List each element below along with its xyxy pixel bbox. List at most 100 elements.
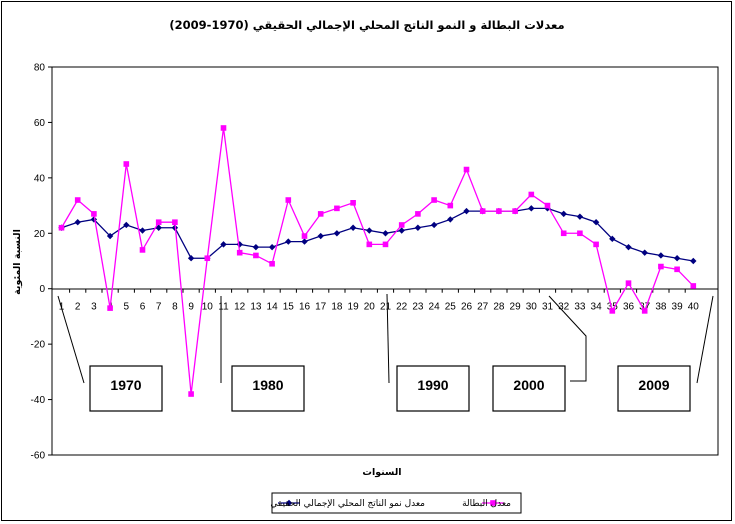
x-tick-label: 15 <box>283 302 295 313</box>
data-point <box>398 222 405 228</box>
annotation-label: 2009 <box>638 377 669 393</box>
chart-title: معدلات البطالة و النمو الناتج المحلي الإ… <box>169 18 564 33</box>
data-point <box>301 238 308 245</box>
data-point <box>334 205 340 212</box>
x-tick-label: 2 <box>75 302 81 313</box>
x-tick-label: 35 <box>607 302 619 313</box>
x-tick-label: 10 <box>202 302 214 313</box>
data-point <box>576 213 584 220</box>
x-tick-label: 12 <box>234 302 246 313</box>
data-point <box>139 247 146 253</box>
x-tick-label: 14 <box>267 302 279 313</box>
data-point <box>592 219 600 226</box>
data-point <box>236 241 243 248</box>
annotation-label: 1980 <box>252 377 283 393</box>
data-point <box>690 257 697 265</box>
x-tick-label: 31 <box>542 302 554 313</box>
x-tick-label: 16 <box>299 302 311 313</box>
data-point <box>204 255 211 262</box>
plot-area <box>51 66 719 456</box>
data-point <box>430 221 438 229</box>
data-point <box>317 211 324 217</box>
x-tick-label: 27 <box>477 302 489 313</box>
legend-box <box>271 492 522 514</box>
data-point <box>349 224 357 231</box>
data-point <box>123 221 130 229</box>
x-tick-label: 36 <box>623 302 635 313</box>
data-point <box>269 260 275 267</box>
x-tick-label: 18 <box>331 302 343 313</box>
data-point <box>107 305 113 311</box>
data-point <box>106 232 114 240</box>
data-point <box>496 208 502 214</box>
x-tick-label: 22 <box>396 302 408 313</box>
data-point <box>657 252 665 259</box>
data-point <box>609 308 616 314</box>
x-tick-label: 33 <box>574 302 586 313</box>
data-point <box>366 241 373 248</box>
series-line <box>61 207 694 262</box>
data-point <box>188 391 194 397</box>
x-tick-label: 40 <box>688 302 700 313</box>
legend: معدل نمو الناتج المحلي الإجمالي الحقيقي م… <box>270 492 522 514</box>
y-tick-label: 60 <box>34 118 46 129</box>
data-point <box>333 230 341 237</box>
annotation-label: 1990 <box>417 377 448 393</box>
data-point <box>366 227 373 234</box>
annotation-box <box>396 365 470 412</box>
x-tick-label: 19 <box>348 302 360 313</box>
y-tick-label: 0 <box>39 284 45 295</box>
data-point <box>253 252 259 259</box>
data-point <box>528 191 535 198</box>
annotation-label: 2000 <box>513 377 544 393</box>
x-tick-label: 24 <box>429 302 441 313</box>
data-point <box>641 308 648 314</box>
x-tick-label: 6 <box>140 302 146 313</box>
data-point <box>74 219 81 226</box>
y-tick-label: 80 <box>34 63 46 74</box>
data-point <box>58 224 65 231</box>
data-point <box>415 211 421 217</box>
x-tick-label: 39 <box>672 302 684 313</box>
series-line <box>60 127 694 395</box>
x-tick-label: 29 <box>510 302 522 313</box>
y-tick-label: -20 <box>31 340 46 351</box>
x-tick-label: 37 <box>639 302 651 313</box>
x-tick-label: 11 <box>218 302 229 313</box>
data-point <box>560 230 567 237</box>
data-point <box>690 283 697 289</box>
x-tick-label: 32 <box>558 302 570 313</box>
data-point <box>123 161 130 167</box>
y-axis: -60 -40 -20 0 20 40 60 80 <box>31 63 52 462</box>
x-tick-label: 26 <box>461 302 473 313</box>
data-point <box>317 232 324 240</box>
x-tick-label: 7 <box>156 302 162 313</box>
data-point <box>625 243 632 251</box>
data-point <box>172 219 178 225</box>
x-tick-label: 3 <box>91 302 97 313</box>
x-tick-label: 34 <box>591 302 603 313</box>
x-axis-label: السنوات <box>362 467 401 478</box>
data-point <box>447 216 454 223</box>
x-tick-label: 28 <box>493 302 505 313</box>
x-tick-label: 5 <box>124 302 130 313</box>
data-point <box>673 255 681 262</box>
data-point <box>350 200 356 206</box>
x-tick-label: 21 <box>380 302 392 313</box>
y-tick-label: -60 <box>31 451 46 462</box>
data-point <box>593 241 599 248</box>
data-point <box>431 197 437 203</box>
data-point <box>479 208 486 214</box>
legend-swatch-marker <box>490 500 496 506</box>
y-tick-label: 40 <box>34 173 46 184</box>
x-tick-label: 25 <box>445 302 457 313</box>
annotation-box <box>231 365 305 412</box>
y-tick-label: 20 <box>34 229 46 240</box>
data-point <box>91 211 97 217</box>
x-tick-label: 13 <box>250 302 262 313</box>
data-point <box>139 227 146 234</box>
data-point <box>398 227 405 234</box>
data-point <box>463 166 470 173</box>
